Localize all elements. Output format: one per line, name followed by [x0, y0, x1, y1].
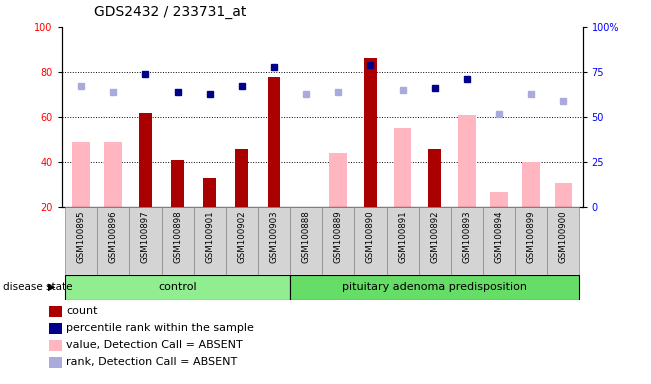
- Bar: [236, 149, 248, 207]
- Bar: [290, 275, 579, 300]
- Bar: [171, 160, 184, 207]
- Bar: [483, 207, 515, 275]
- Bar: [428, 149, 441, 207]
- Bar: [258, 207, 290, 275]
- Text: GSM100894: GSM100894: [495, 211, 504, 263]
- Bar: [130, 207, 161, 275]
- Text: GSM100902: GSM100902: [238, 211, 246, 263]
- Bar: [522, 162, 540, 207]
- Text: GSM100897: GSM100897: [141, 211, 150, 263]
- Bar: [394, 128, 411, 207]
- Text: control: control: [158, 282, 197, 292]
- Text: GSM100900: GSM100900: [559, 211, 568, 263]
- Bar: [226, 207, 258, 275]
- Bar: [515, 207, 547, 275]
- Text: GSM100903: GSM100903: [270, 211, 279, 263]
- Text: GSM100901: GSM100901: [205, 211, 214, 263]
- Bar: [268, 76, 281, 207]
- Text: GSM100893: GSM100893: [462, 211, 471, 263]
- Text: pituitary adenoma predisposition: pituitary adenoma predisposition: [342, 282, 527, 292]
- Text: GSM100890: GSM100890: [366, 211, 375, 263]
- Bar: [193, 207, 226, 275]
- Text: GDS2432 / 233731_at: GDS2432 / 233731_at: [94, 5, 247, 19]
- Text: GSM100899: GSM100899: [527, 211, 536, 263]
- Text: GSM100892: GSM100892: [430, 211, 439, 263]
- Bar: [49, 357, 62, 368]
- Bar: [458, 115, 476, 207]
- Bar: [65, 207, 97, 275]
- Bar: [97, 207, 130, 275]
- Text: GSM100898: GSM100898: [173, 211, 182, 263]
- Text: GSM100891: GSM100891: [398, 211, 407, 263]
- Text: ▶: ▶: [48, 282, 55, 292]
- Bar: [322, 207, 354, 275]
- Bar: [72, 142, 90, 207]
- Bar: [290, 207, 322, 275]
- Text: GSM100895: GSM100895: [77, 211, 86, 263]
- Text: GSM100896: GSM100896: [109, 211, 118, 263]
- Bar: [547, 207, 579, 275]
- Text: percentile rank within the sample: percentile rank within the sample: [66, 323, 254, 333]
- Text: GSM100889: GSM100889: [334, 211, 343, 263]
- Bar: [364, 58, 377, 207]
- Bar: [419, 207, 451, 275]
- Bar: [104, 142, 122, 207]
- Bar: [490, 192, 508, 207]
- Bar: [387, 207, 419, 275]
- Bar: [139, 113, 152, 207]
- Bar: [354, 207, 387, 275]
- Bar: [203, 178, 216, 207]
- Text: count: count: [66, 306, 98, 316]
- Bar: [49, 340, 62, 351]
- Bar: [329, 153, 347, 207]
- Text: value, Detection Call = ABSENT: value, Detection Call = ABSENT: [66, 340, 243, 350]
- Bar: [451, 207, 483, 275]
- Bar: [65, 275, 290, 300]
- Bar: [49, 306, 62, 317]
- Text: disease state: disease state: [3, 282, 73, 292]
- Bar: [555, 182, 572, 207]
- Text: GSM100888: GSM100888: [301, 211, 311, 263]
- Bar: [49, 323, 62, 334]
- Text: rank, Detection Call = ABSENT: rank, Detection Call = ABSENT: [66, 357, 238, 367]
- Bar: [161, 207, 193, 275]
